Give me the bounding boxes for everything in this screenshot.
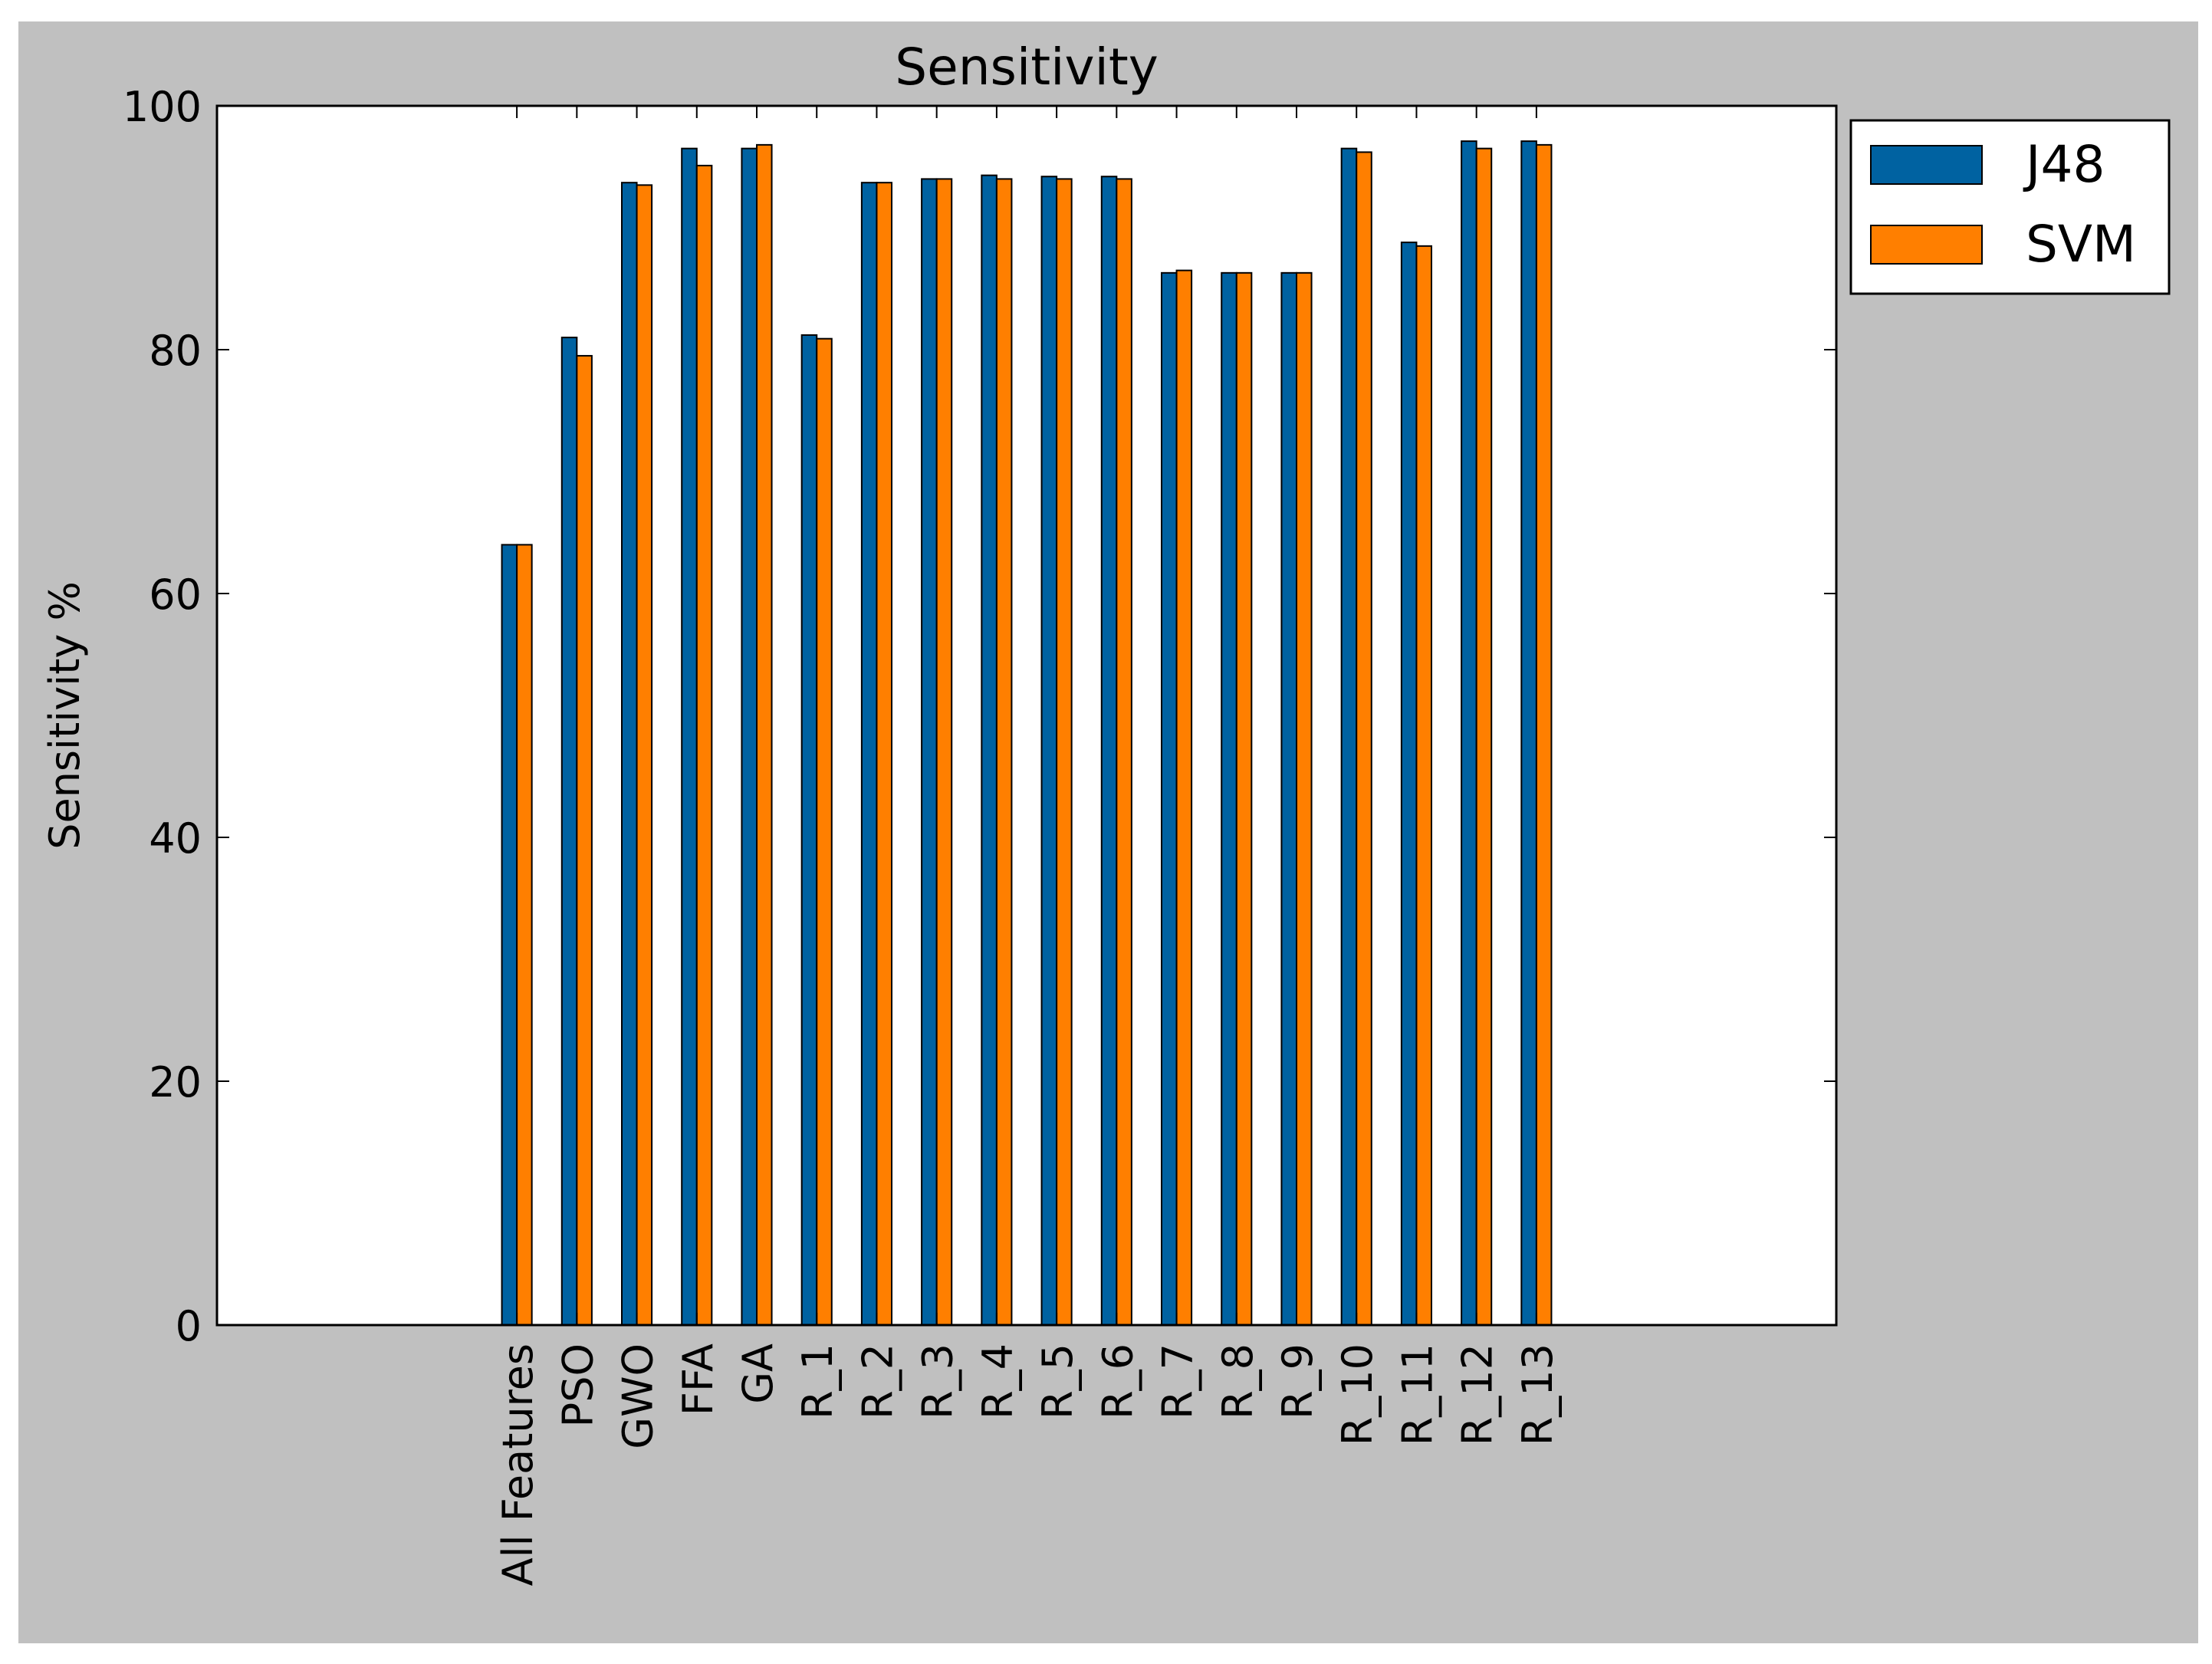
plot-frame — [215, 104, 1838, 1327]
bar-j48-r-7 — [1161, 271, 1178, 1327]
bar-j48-r-1 — [800, 334, 818, 1326]
y-tick-label: 60 — [149, 571, 202, 619]
bar-j48-r-13 — [1520, 140, 1537, 1327]
bar-svm-r-9 — [1296, 271, 1313, 1327]
bar-j48-ga — [741, 147, 758, 1326]
x-tick-label: R_13 — [1514, 1343, 1562, 1445]
bar-svm-r-12 — [1475, 147, 1493, 1326]
bar-j48-all-features — [501, 544, 518, 1326]
chart-title: Sensitivity — [895, 38, 1159, 97]
x-tick-label: R_8 — [1214, 1343, 1262, 1419]
y-tick-label: 100 — [123, 83, 202, 131]
y-tick-label: 40 — [149, 814, 202, 863]
x-axis-ticks: All Features PSO GWO FFA GA R_1 R_2 R_3 R_4 R_5 R_… — [494, 106, 1562, 1586]
x-tick-label: R_2 — [853, 1343, 902, 1419]
x-tick-label: R_10 — [1333, 1343, 1382, 1445]
bar-svm-r-5 — [1056, 178, 1073, 1326]
bar-j48-r-12 — [1461, 140, 1477, 1327]
bar-svm-ga — [756, 143, 773, 1326]
bar-svm-all-features — [516, 544, 533, 1326]
bar-svm-r-4 — [995, 178, 1013, 1326]
bar-svm-r-2 — [876, 182, 893, 1326]
y-axis-label: Sensitivity % — [41, 581, 89, 850]
x-tick-label: All Features — [494, 1343, 542, 1586]
bar-j48-r-9 — [1280, 271, 1298, 1327]
bar-j48-pso — [560, 337, 578, 1327]
x-tick-label: R_4 — [974, 1343, 1022, 1419]
legend: J48 SVM — [1849, 119, 2171, 295]
plot-area — [217, 106, 1836, 1325]
legend-swatch-j48 — [1870, 145, 1983, 185]
bar-j48-r-3 — [921, 178, 938, 1326]
x-tick-label: R_12 — [1454, 1343, 1502, 1445]
bar-j48-r-10 — [1340, 147, 1358, 1326]
x-tick-label: GWO — [614, 1343, 662, 1449]
bar-svm-r-13 — [1535, 143, 1553, 1326]
x-tick-label: R_3 — [914, 1343, 962, 1419]
x-tick-label: FFA — [674, 1343, 722, 1416]
legend-swatch-svm — [1870, 225, 1983, 265]
bar-svm-r-1 — [816, 337, 833, 1327]
legend-label-svm: SVM — [2026, 215, 2136, 274]
x-tick-label: R_1 — [794, 1343, 842, 1419]
y-tick-label: 80 — [149, 327, 202, 375]
bar-svm-r-6 — [1116, 178, 1132, 1326]
bar-j48-ffa — [681, 147, 698, 1326]
bar-svm-r-7 — [1175, 269, 1193, 1326]
x-tick-label: GA — [734, 1343, 782, 1404]
x-tick-label: R_5 — [1034, 1343, 1082, 1419]
legend-label-j48: J48 — [2023, 135, 2105, 194]
bar-svm-r-10 — [1356, 151, 1372, 1326]
bar-svm-gwo — [636, 184, 653, 1327]
bar-svm-r-3 — [935, 178, 953, 1326]
bar-j48-gwo — [621, 182, 638, 1326]
bar-j48-r-2 — [860, 182, 878, 1326]
x-tick-label: R_9 — [1274, 1343, 1322, 1419]
x-tick-label: PSO — [554, 1343, 602, 1427]
bar-j48-r-8 — [1221, 271, 1237, 1327]
y-axis-ticks: 0 20 40 60 80 100 — [123, 83, 1836, 1350]
bar-svm-ffa — [695, 164, 713, 1326]
bar-svm-r-8 — [1235, 271, 1253, 1327]
bar-svm-pso — [576, 354, 593, 1327]
x-tick-label: R_7 — [1154, 1343, 1202, 1419]
y-tick-label: 20 — [149, 1058, 202, 1107]
bar-j48-r-5 — [1040, 176, 1058, 1327]
bar-j48-r-4 — [981, 174, 998, 1326]
x-tick-label: R_6 — [1093, 1343, 1142, 1419]
bar-svm-r-11 — [1415, 245, 1433, 1327]
y-tick-label: 0 — [176, 1302, 202, 1350]
bar-j48-r-11 — [1400, 242, 1418, 1327]
x-tick-label: R_11 — [1393, 1343, 1441, 1445]
bar-j48-r-6 — [1100, 176, 1118, 1327]
